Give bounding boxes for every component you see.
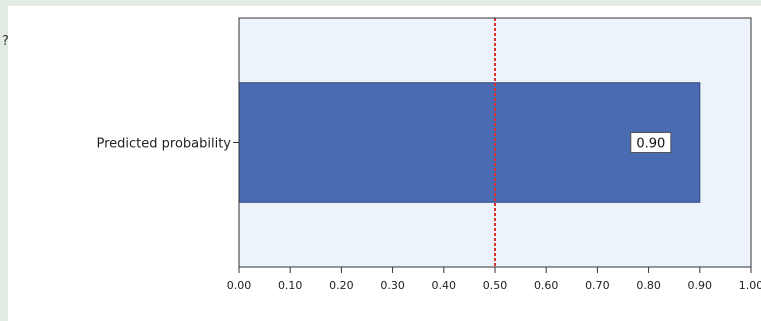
x-tick-label: 0.80 — [636, 279, 661, 292]
x-tick-label: 0.00 — [227, 279, 252, 292]
x-axis: 0.00 0.10 0.20 0.30 0.40 0.50 0.60 0.70 0.80 0.90… — [227, 267, 761, 292]
x-tick-label: 0.40 — [432, 279, 457, 292]
data-label: 0.90 — [636, 137, 665, 152]
x-tick-label: 0.70 — [585, 279, 610, 292]
x-tick-label: 0.10 — [278, 279, 303, 292]
x-tick-label: 0.60 — [534, 279, 559, 292]
y-axis: Predicted probability — [96, 137, 239, 152]
x-tick-label: 0.50 — [483, 279, 508, 292]
data-label-box — [630, 132, 672, 153]
bars — [238, 82, 701, 203]
x-tick-label: 0.30 — [380, 279, 405, 292]
corner-mark: ? — [2, 34, 9, 49]
plot-frame — [238, 17, 752, 268]
data-labels: 0.90 — [630, 132, 672, 153]
bar — [238, 82, 701, 203]
x-tick-label: 0.90 — [688, 279, 713, 292]
x-tick-label: 0.20 — [329, 279, 354, 292]
category-label: Predicted probability — [96, 137, 231, 152]
x-tick-label: 1.00 — [739, 279, 761, 292]
